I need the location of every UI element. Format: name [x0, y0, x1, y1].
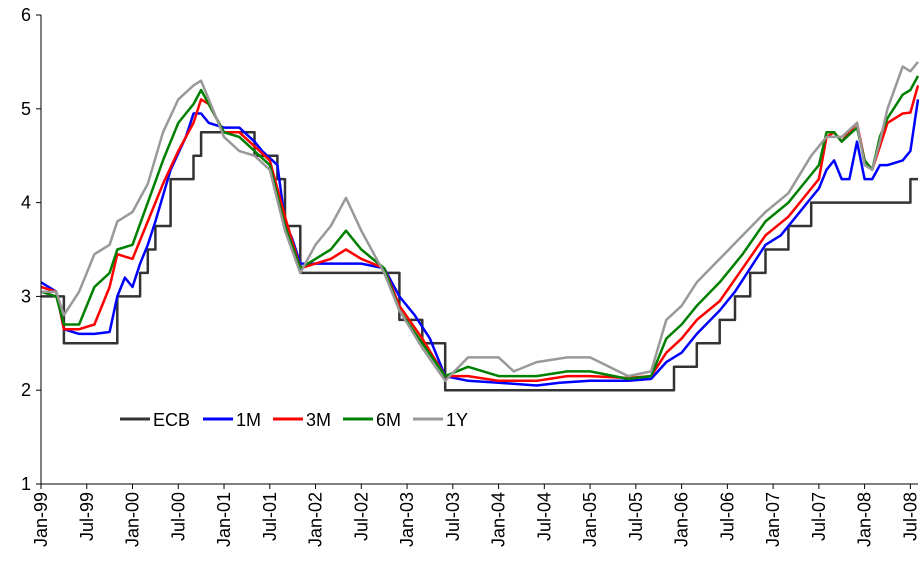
legend-item-ecb: ECB — [120, 410, 190, 430]
x-tick-label: Jan-01 — [214, 492, 234, 547]
y-tick-label: 2 — [21, 380, 31, 400]
legend-item-6m: 6M — [343, 410, 401, 430]
x-tick-label: Jul-07 — [809, 492, 829, 541]
y-tick-label: 4 — [21, 193, 31, 213]
legend-label-6m: 6M — [376, 410, 401, 430]
x-tick-label: Jul-05 — [626, 492, 646, 541]
legend-label-3m: 3M — [306, 410, 331, 430]
y-axis-ticks: 1 2 3 4 5 6 — [21, 5, 41, 494]
series-line-ecb — [41, 131, 918, 392]
x-tick-label: Jan-07 — [763, 492, 783, 547]
x-tick-label: Jul-99 — [77, 492, 97, 541]
legend-item-1m: 1M — [203, 410, 261, 430]
series-line-1m — [40, 99, 919, 387]
legend-label-1m: 1M — [236, 410, 261, 430]
y-tick-label: 3 — [21, 286, 31, 306]
x-tick-label: Jan-06 — [672, 492, 692, 547]
x-tick-label: Jan-04 — [489, 492, 509, 547]
x-tick-label: Jul-08 — [900, 492, 919, 541]
series-line-3m — [40, 85, 919, 383]
series-lines — [40, 61, 919, 392]
x-axis-ticks: Jan-99 Jul-99 Jan-00 Jul-00 Jan-01 Jul-01 Jan-… — [31, 484, 919, 547]
x-tick-label: Jul-06 — [717, 492, 737, 541]
x-tick-label: Jan-99 — [31, 492, 51, 547]
x-tick-label: Jul-02 — [351, 492, 371, 541]
legend-label-ecb: ECB — [153, 410, 190, 430]
x-tick-label: Jul-03 — [443, 492, 463, 541]
x-tick-label: Jul-01 — [260, 492, 280, 541]
legend-label-1y: 1Y — [446, 410, 468, 430]
legend-item-3m: 3M — [273, 410, 331, 430]
x-tick-label: Jul-04 — [534, 492, 554, 541]
legend-item-1y: 1Y — [413, 410, 468, 430]
y-tick-label: 5 — [21, 99, 31, 119]
x-tick-label: Jan-08 — [855, 492, 875, 547]
y-tick-label: 6 — [21, 5, 31, 25]
x-tick-label: Jul-00 — [168, 492, 188, 541]
series-line-6m — [40, 75, 919, 381]
x-tick-label: Jan-03 — [397, 492, 417, 547]
legend: ECB 1M 3M 6M 1Y — [120, 410, 468, 430]
series-line-1y — [41, 61, 919, 383]
x-tick-label: Jan-02 — [306, 492, 326, 547]
y-tick-label: 1 — [21, 474, 31, 494]
x-tick-label: Jan-05 — [580, 492, 600, 547]
x-tick-label: Jan-00 — [123, 492, 143, 547]
